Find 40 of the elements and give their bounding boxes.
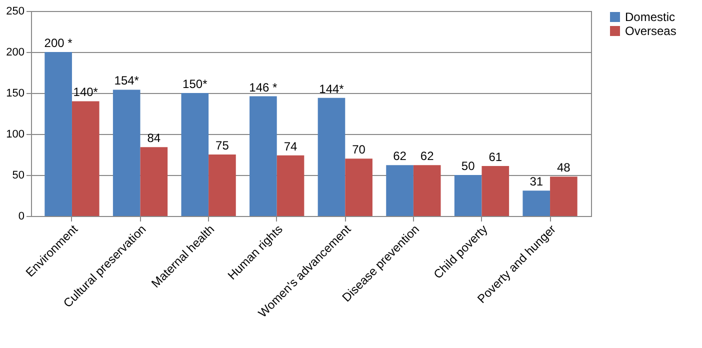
bar — [276, 155, 304, 216]
bar — [522, 190, 550, 216]
y-tick-label: 250 — [6, 6, 24, 18]
bar — [550, 176, 578, 216]
bar — [345, 158, 372, 216]
data-label: 154* — [114, 74, 140, 88]
legend-label: Overseas — [625, 24, 676, 38]
y-tick-label: 200 — [6, 46, 24, 58]
data-label: 140* — [73, 85, 98, 100]
bar — [181, 93, 209, 216]
bar — [140, 147, 168, 216]
data-label: 50 — [461, 159, 476, 173]
bar — [413, 165, 441, 216]
data-label: 200 * — [44, 36, 73, 50]
bar — [454, 175, 482, 216]
bar — [72, 101, 100, 216]
bar — [250, 96, 277, 216]
data-label: 84 — [147, 131, 161, 146]
bar — [208, 154, 236, 216]
bar — [112, 90, 140, 216]
data-label: 74 — [284, 139, 298, 154]
bar — [44, 52, 72, 216]
bar — [482, 166, 510, 216]
data-label: 31 — [530, 174, 544, 189]
data-label: 70 — [352, 142, 366, 157]
y-tick-label: 150 — [6, 88, 24, 100]
bar — [318, 98, 346, 216]
data-label: 61 — [488, 150, 502, 164]
y-tick-label: 50 — [12, 170, 24, 182]
data-label: 144* — [319, 82, 344, 96]
legend-label: Domestic — [625, 10, 676, 24]
y-tick-label: 0 — [18, 210, 24, 222]
data-label: 75 — [216, 138, 230, 152]
data-label: 150* — [182, 77, 208, 91]
data-label: 146 * — [249, 80, 278, 94]
data-label: 48 — [557, 160, 571, 175]
data-label: 62 — [420, 149, 434, 164]
bar — [386, 165, 414, 216]
y-tick-label: 100 — [6, 128, 24, 140]
data-label: 62 — [393, 149, 407, 164]
